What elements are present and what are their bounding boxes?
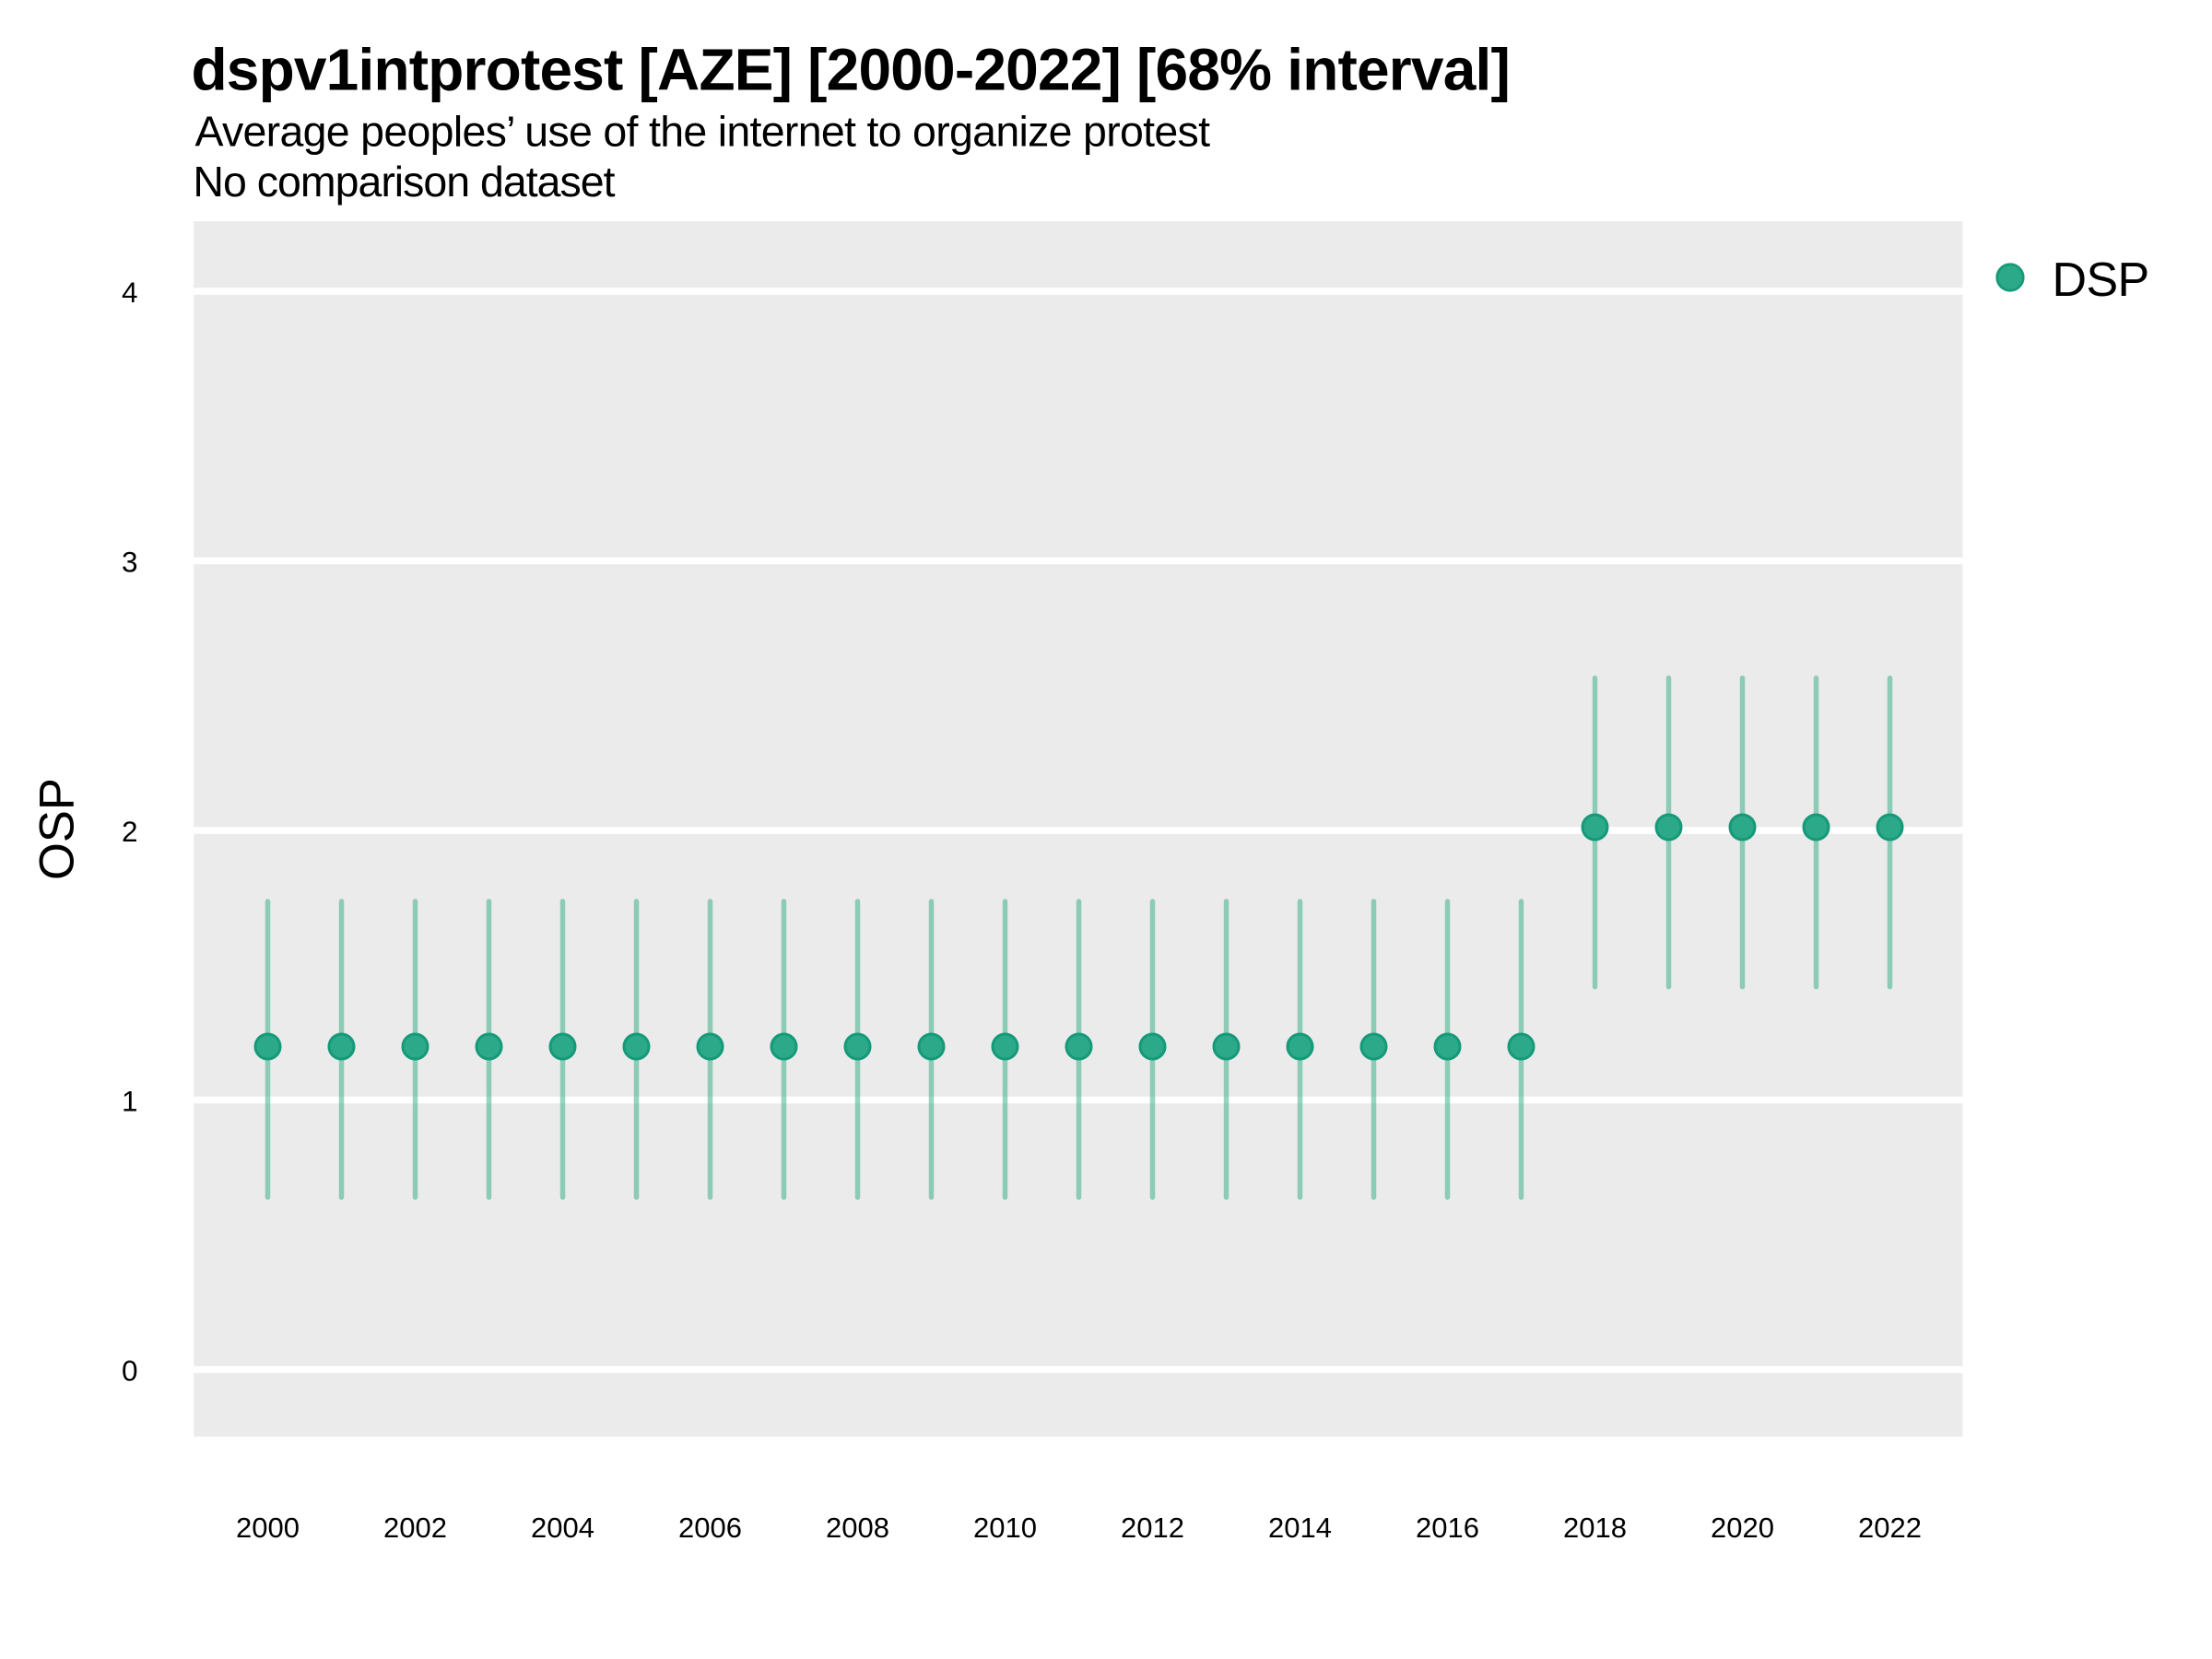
svg-text:2: 2 (122, 815, 138, 848)
svg-text:2000: 2000 (236, 1512, 300, 1544)
svg-text:2010: 2010 (973, 1512, 1037, 1544)
svg-text:4: 4 (122, 276, 138, 309)
svg-text:2002: 2002 (383, 1512, 447, 1544)
svg-text:2016: 2016 (1416, 1512, 1479, 1544)
svg-text:2006: 2006 (678, 1512, 742, 1544)
svg-text:2012: 2012 (1121, 1512, 1184, 1544)
svg-text:2018: 2018 (1563, 1512, 1627, 1544)
svg-text:DSP: DSP (2053, 253, 2149, 307)
svg-text:3: 3 (122, 546, 138, 579)
svg-text:2022: 2022 (1858, 1512, 1922, 1544)
svg-text:2008: 2008 (826, 1512, 889, 1544)
svg-text:1: 1 (122, 1085, 138, 1118)
svg-text:OSP: OSP (29, 778, 84, 880)
svg-text:2004: 2004 (531, 1512, 594, 1544)
svg-text:0: 0 (122, 1354, 138, 1387)
svg-text:Average peoples’ use of the in: Average peoples’ use of the internet to … (195, 107, 1211, 155)
svg-text:2020: 2020 (1711, 1512, 1774, 1544)
svg-text:No comparison dataset: No comparison dataset (193, 158, 615, 206)
svg-text:dspv1intprotest [AZE] [2000-20: dspv1intprotest [AZE] [2000-2022] [68% i… (192, 36, 1510, 102)
svg-text:2014: 2014 (1268, 1512, 1332, 1544)
